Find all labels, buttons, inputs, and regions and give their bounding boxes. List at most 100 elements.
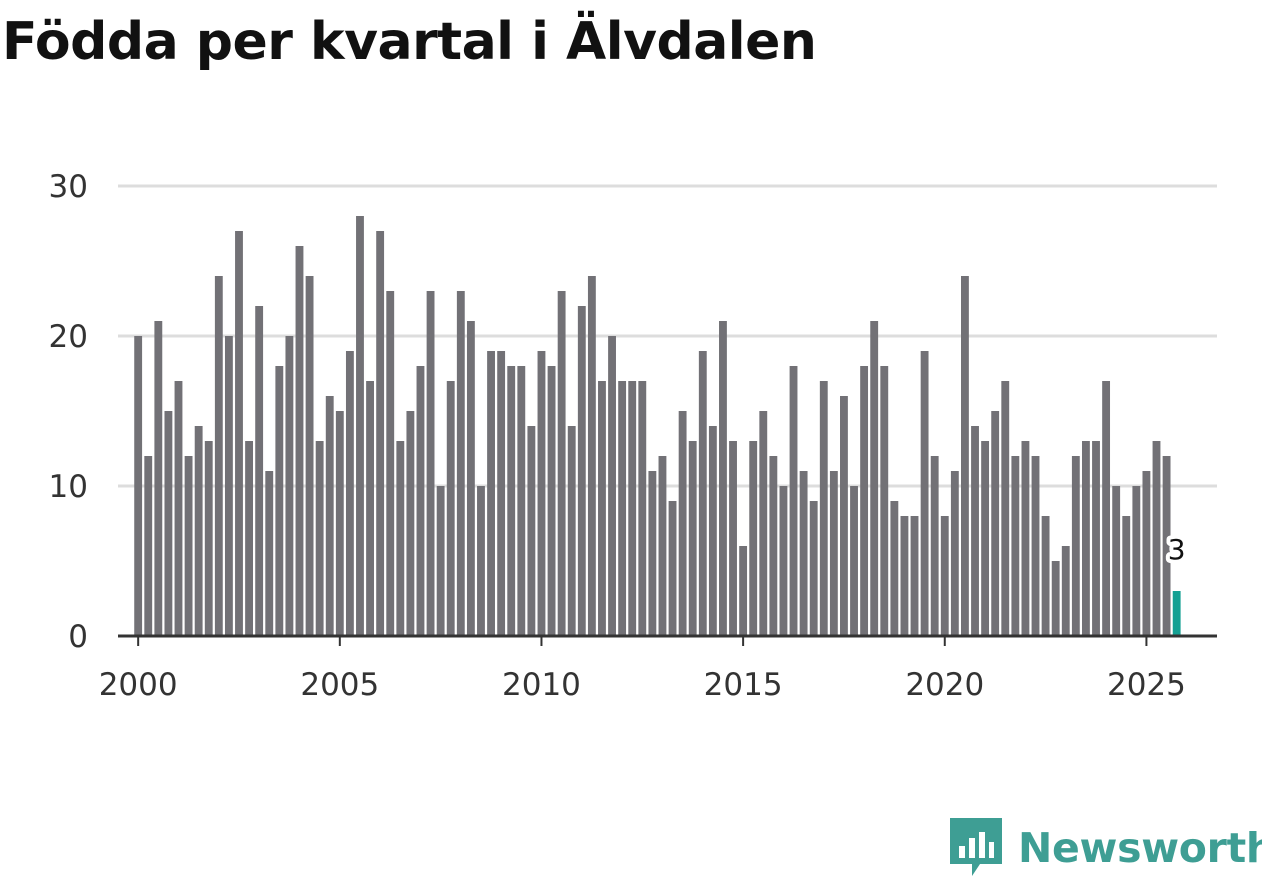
bar [527, 426, 536, 636]
y-tick-label-10: 10 [49, 469, 88, 505]
bar [850, 486, 858, 636]
bar [940, 516, 949, 636]
bar [860, 366, 869, 636]
bar [487, 351, 495, 636]
bar [1061, 546, 1070, 636]
bar [507, 366, 516, 636]
bar [164, 411, 173, 636]
bar [356, 216, 364, 636]
bar [809, 501, 818, 636]
bar [245, 441, 253, 636]
bar [577, 306, 586, 636]
bar [819, 381, 828, 636]
x-tick-label-2010: 2010 [502, 667, 581, 703]
bar [1041, 516, 1050, 636]
y-tick-label-30: 30 [49, 169, 88, 205]
bar [416, 366, 425, 636]
bar [678, 411, 687, 636]
bar [769, 456, 778, 636]
y-tick-label-20: 20 [49, 319, 88, 355]
bar [1162, 456, 1171, 636]
bar [1132, 486, 1141, 636]
bar [345, 351, 354, 636]
bar [920, 351, 929, 636]
bars [134, 216, 1181, 636]
bar [739, 546, 748, 636]
bar [134, 336, 143, 636]
bar [1051, 561, 1060, 636]
bar [708, 426, 717, 636]
bar [628, 381, 637, 636]
bar [456, 291, 465, 636]
bar [870, 321, 879, 636]
chart-title: Födda per kvartal i Älvdalen [2, 12, 817, 72]
bar [950, 471, 959, 636]
latest-value-label: 3 [1168, 533, 1186, 566]
bar [295, 246, 304, 636]
bar [1092, 441, 1100, 636]
bar [436, 486, 445, 636]
bar [305, 276, 314, 636]
bar [204, 441, 213, 636]
bar [829, 471, 838, 636]
bar [981, 441, 990, 636]
bar [789, 366, 798, 636]
bar [547, 366, 556, 636]
bar [194, 426, 203, 636]
bar [224, 336, 233, 636]
bar [729, 441, 737, 636]
x-tick-label-2025: 2025 [1107, 667, 1186, 703]
bar [275, 366, 284, 636]
bar [749, 441, 758, 636]
bar [285, 336, 294, 636]
bar [1142, 471, 1151, 636]
bar [638, 381, 647, 636]
bar [598, 381, 606, 636]
bar [618, 381, 627, 636]
bar [214, 276, 223, 636]
bar [466, 321, 475, 636]
bar [517, 366, 526, 636]
bar [426, 291, 435, 636]
bar [1112, 486, 1121, 636]
bar [315, 441, 324, 636]
bar [658, 456, 667, 636]
bar [1021, 441, 1030, 636]
bar [719, 321, 727, 636]
x-tick-label-2020: 2020 [905, 667, 984, 703]
bar [930, 456, 939, 636]
newsworthy-wordmark: Newsworthy [1018, 824, 1262, 872]
newsworthy-logo[interactable]: Newsworthy [950, 818, 1262, 878]
bar [1011, 456, 1020, 636]
bar [235, 231, 243, 636]
bar [557, 291, 566, 636]
bar [174, 381, 183, 636]
bar [1102, 381, 1111, 636]
x-tick-label-2015: 2015 [704, 667, 783, 703]
bar [890, 501, 899, 636]
bar [1081, 441, 1090, 636]
bar [144, 456, 153, 636]
newsworthy-logo-icon [950, 818, 1002, 876]
x-tick-label-2000: 2000 [99, 667, 178, 703]
bar [325, 396, 334, 636]
bar [446, 381, 455, 636]
labels: 0 10 20 30 2000 2005 2010 2015 2020 2025 3 [49, 169, 1190, 703]
bar [900, 516, 909, 636]
x-tick-label-2005: 2005 [300, 667, 379, 703]
bar-latest [1172, 591, 1181, 636]
bar [1071, 456, 1080, 636]
bar [608, 336, 616, 636]
bar [991, 411, 1000, 636]
bar [265, 471, 274, 636]
bar [386, 291, 395, 636]
bar [376, 231, 385, 636]
bar [648, 471, 657, 636]
bar [971, 426, 979, 636]
bar [497, 351, 506, 636]
bar [184, 456, 193, 636]
bar [366, 381, 374, 636]
bar [961, 276, 969, 636]
bar [688, 441, 697, 636]
